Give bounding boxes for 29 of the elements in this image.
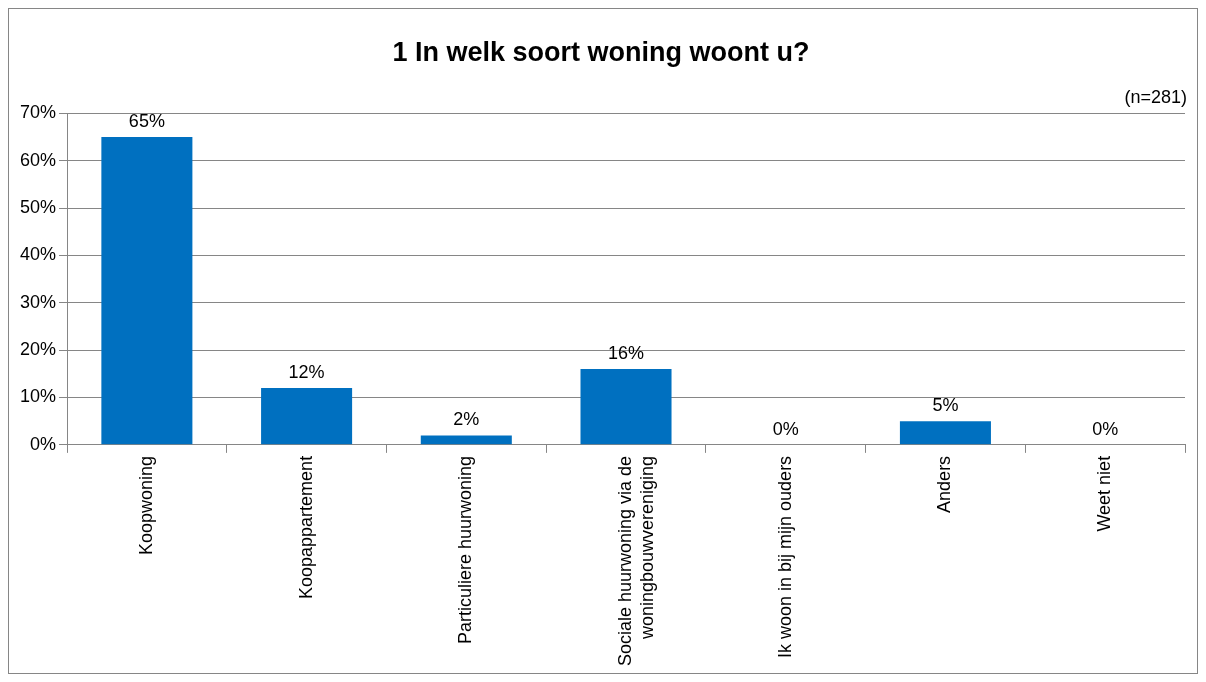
data-label: 5% [932, 395, 959, 416]
bar [261, 388, 353, 445]
data-label: 0% [1092, 418, 1119, 439]
x-tick-label: Particuliere huurwoning [455, 455, 476, 644]
y-tick-label: 20% [20, 339, 57, 360]
text: (n=281) [1124, 87, 1187, 108]
data-label: 16% [608, 343, 645, 364]
y-tick-label: 70% [20, 102, 57, 123]
data-label: 65% [128, 111, 165, 132]
bar [580, 369, 672, 445]
bar [899, 421, 991, 445]
x-tick-label: Sociale huurwoning via de woningbouwvereniging [614, 455, 657, 666]
chart-title: 1 In welk soort woning woont u? [392, 36, 810, 67]
x-tick-label: Weet niet [1094, 455, 1115, 532]
data-label: 12% [288, 362, 325, 383]
y-tick-label: 50% [20, 197, 57, 218]
bar [101, 137, 193, 445]
y-tick-label: 60% [20, 149, 57, 170]
y-tick-label: 10% [20, 386, 57, 407]
x-tick-label: Anders [934, 455, 955, 513]
data-label: 0% [772, 418, 799, 439]
y-tick-label: 30% [20, 291, 57, 312]
y-tick-label: 0% [30, 433, 57, 454]
x-tick-label: Koopwoning [135, 455, 156, 555]
x-tick-label: Koopappartement [295, 455, 316, 599]
y-tick-label: 40% [20, 244, 57, 265]
x-tick-label: Ik woon in bij mijn ouders [774, 455, 795, 658]
data-label: 2% [453, 409, 480, 430]
bar [420, 435, 512, 445]
